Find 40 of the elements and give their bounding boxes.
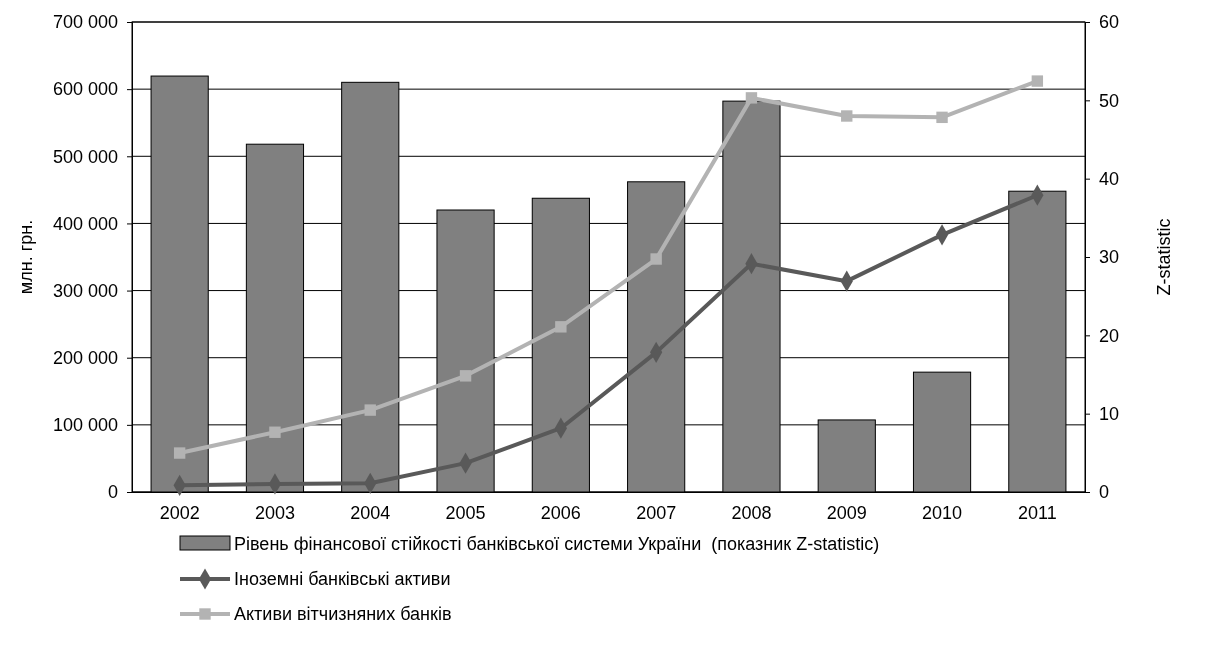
- x-tick-label: 2003: [254, 502, 295, 523]
- legend-label: Іноземні банківські активи: [234, 569, 451, 589]
- x-tick-label: 2002: [159, 502, 200, 523]
- y-axis-title: млн. грн.: [16, 219, 36, 295]
- y2-tick-label: 0: [1099, 482, 1110, 503]
- point: [555, 321, 567, 333]
- y-tick-label: 100 000: [52, 415, 118, 436]
- y2-tick-label: 40: [1099, 168, 1120, 189]
- point: [650, 253, 662, 265]
- y2-tick-label: 30: [1099, 247, 1120, 268]
- point: [841, 110, 853, 122]
- y-tick-label: 600 000: [52, 79, 118, 100]
- legend-label: Рівень фінансової стійкості банківської системи України (показник Z-statistic): [234, 534, 880, 554]
- x-tick-label: 2008: [731, 502, 772, 523]
- y-tick-label: 400 000: [52, 213, 118, 234]
- x-tick-label: 2006: [540, 502, 581, 523]
- x-tick-label: 2007: [636, 502, 677, 523]
- y2-tick-label: 10: [1099, 403, 1120, 424]
- point: [364, 404, 376, 416]
- y2-tick-label: 20: [1099, 325, 1120, 346]
- x-tick-label: 2009: [826, 502, 867, 523]
- point: [173, 447, 186, 459]
- legend-label: Активи вітчизняних банків: [234, 604, 452, 624]
- y2-tick-label: 50: [1099, 90, 1120, 111]
- y-tick-label: 500 000: [52, 146, 118, 167]
- y-tick-label: 300 000: [52, 280, 118, 301]
- x-tick-label: 2011: [1017, 502, 1057, 523]
- x-tick-label: 2004: [350, 502, 391, 523]
- y-tick-label: 200 000: [52, 347, 118, 368]
- y-tick-label: 0: [107, 482, 118, 503]
- x-tick-label: 2005: [445, 502, 486, 523]
- y2-tick-label: 60: [1099, 12, 1120, 33]
- point: [936, 111, 948, 124]
- point: [745, 92, 758, 104]
- point: [459, 370, 472, 382]
- point: [1031, 75, 1044, 87]
- y2-axis-title: Z-statistic: [1154, 218, 1174, 296]
- y-tick-label: 700 000: [52, 12, 118, 33]
- x-tick-label: 2010: [922, 502, 963, 523]
- point: [269, 426, 281, 438]
